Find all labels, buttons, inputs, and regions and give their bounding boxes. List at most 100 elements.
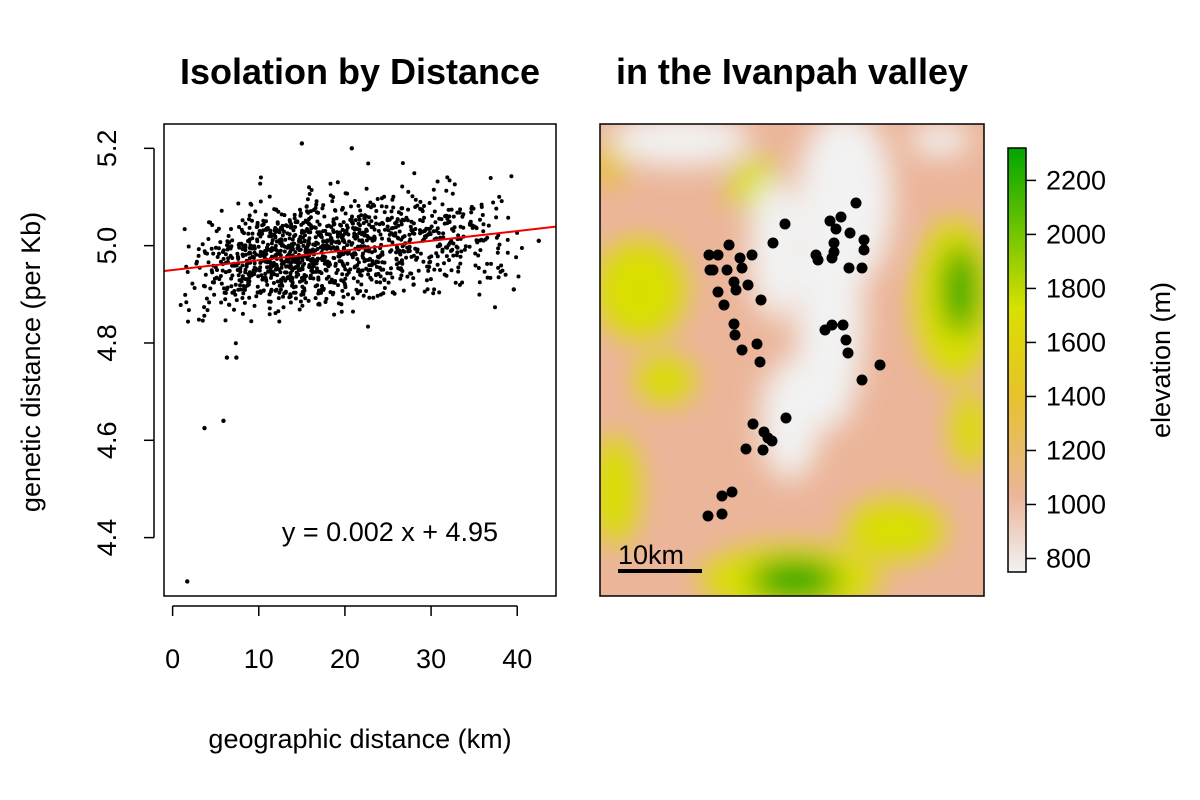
scatter-point: [494, 235, 499, 240]
scatter-point: [372, 234, 377, 239]
scatter-point: [385, 271, 390, 276]
scatter-point: [486, 223, 491, 228]
scatter-point: [434, 228, 439, 233]
scatter-point: [414, 257, 419, 262]
scatter-point: [196, 317, 201, 322]
scatter-point: [493, 305, 497, 310]
scatter-point: [332, 312, 337, 317]
scatter-point: [291, 241, 296, 246]
y-tick-label: 5.0: [92, 227, 122, 265]
scatter-point: [239, 279, 244, 284]
scatter-point: [386, 237, 391, 242]
scatter-point: [482, 269, 487, 274]
scatter-point: [251, 268, 256, 273]
scatter-point: [397, 229, 402, 234]
scatter-point: [443, 214, 448, 219]
scatter-point: [400, 161, 405, 166]
scatter-point: [340, 227, 345, 232]
scatter-point: [495, 250, 500, 255]
scatter-point: [343, 211, 348, 216]
scatter-point: [411, 276, 416, 281]
scatter-point: [281, 275, 286, 280]
scatter-point: [399, 273, 404, 278]
sample-site: [736, 262, 748, 274]
scatter-point: [427, 255, 432, 260]
scatter-plot-frame: [163, 123, 557, 597]
scatter-point: [238, 287, 243, 292]
sample-site: [730, 284, 742, 296]
scatter-point: [389, 226, 394, 231]
scatter-point: [319, 290, 323, 295]
scatter-point: [452, 225, 457, 230]
scatter-point: [456, 265, 461, 270]
scatter-point: [185, 270, 190, 274]
scatter-point: [363, 248, 368, 253]
scatter-point: [305, 209, 309, 214]
scatter-point: [396, 210, 401, 215]
scatter-point: [425, 287, 430, 292]
scatter-point: [236, 256, 241, 261]
scatter-point: [368, 267, 373, 272]
scatter-point: [243, 284, 248, 289]
scatter-point: [324, 232, 329, 237]
scatter-point-outlier: [234, 355, 239, 360]
sample-site: [734, 252, 746, 264]
scatter-point-outlier: [511, 287, 516, 292]
scatter-point: [261, 288, 266, 293]
scatter-point: [302, 273, 307, 277]
scatter-point: [210, 270, 215, 275]
scatter-point: [358, 269, 363, 274]
scatter-point: [442, 221, 447, 226]
scatter-point: [219, 208, 224, 213]
scatter-point: [221, 256, 226, 261]
scatter-point: [368, 236, 373, 241]
scatter-point: [456, 269, 461, 274]
scatter-point: [434, 251, 439, 256]
scatter-point-outlier: [202, 425, 207, 431]
scatter-point: [223, 318, 228, 323]
scatter-point: [488, 176, 493, 180]
scatter-point: [373, 215, 378, 220]
y-tick-label: 4.4: [92, 519, 122, 557]
scatter-points: [178, 141, 541, 584]
scatter-point: [454, 253, 459, 258]
sample-site: [723, 239, 735, 251]
map-frame: [599, 123, 985, 597]
right-title: in the Ivanpah valley: [616, 51, 968, 92]
scatter-point: [347, 239, 352, 244]
scatter-point: [451, 214, 456, 219]
scatter-point: [219, 281, 224, 286]
scatter-point: [279, 258, 284, 263]
scatter-plot: 0 10 20 30 40 4.4 4.6 4.8 5.0 5.2 y = 0.002 x + …: [92, 123, 557, 674]
scatter-point: [428, 277, 433, 282]
scatter-point: [271, 281, 276, 285]
scatter-point: [364, 228, 369, 233]
scatter-point: [244, 264, 249, 269]
sample-site: [721, 264, 733, 276]
scatter-point: [279, 281, 284, 286]
scatter-point: [442, 272, 447, 277]
scatter-point: [267, 306, 272, 311]
scatter-point: [246, 251, 251, 256]
scatter-point: [182, 227, 187, 232]
scatter-point: [337, 254, 342, 259]
scatter-point: [349, 252, 354, 257]
scatter-point: [196, 253, 201, 258]
scatter-point: [306, 298, 311, 303]
scatter-point: [273, 234, 278, 239]
scatter-point: [283, 289, 288, 294]
scatter-point: [352, 199, 357, 203]
scatter-point: [379, 196, 384, 201]
scatter-point: [431, 291, 436, 296]
scatter-point: [382, 277, 387, 282]
scatter-point: [220, 268, 225, 273]
scatter-point: [278, 287, 283, 292]
scatter-point: [311, 264, 316, 269]
scatter-point: [302, 261, 307, 266]
scatter-point: [346, 232, 351, 237]
scatter-point: [462, 247, 467, 252]
scatter-point: [305, 197, 310, 202]
scatter-point: [345, 261, 350, 266]
scatter-point: [494, 215, 499, 220]
scatter-point: [247, 237, 252, 242]
